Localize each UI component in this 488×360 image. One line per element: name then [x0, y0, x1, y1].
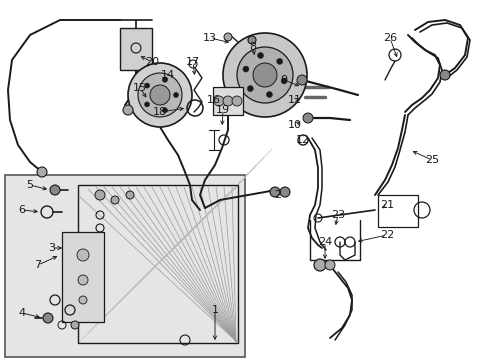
Bar [213, 87, 243, 115]
Circle shape [257, 53, 263, 58]
Text: 16: 16 [206, 95, 221, 105]
Text: 12: 12 [295, 135, 309, 145]
Circle shape [126, 191, 134, 199]
Circle shape [266, 91, 272, 98]
Circle shape [123, 105, 133, 115]
Circle shape [252, 63, 276, 87]
Circle shape [50, 185, 60, 195]
Circle shape [43, 313, 53, 323]
Bar [78, 185, 238, 343]
Text: 15: 15 [133, 83, 147, 93]
Text: 26: 26 [382, 33, 396, 43]
Circle shape [95, 190, 105, 200]
Circle shape [144, 102, 149, 107]
Text: 5: 5 [26, 180, 34, 190]
Circle shape [280, 187, 289, 197]
Text: 11: 11 [287, 95, 302, 105]
Circle shape [224, 33, 231, 41]
Circle shape [223, 96, 232, 106]
Text: 18: 18 [153, 107, 167, 117]
Text: 24: 24 [317, 237, 331, 247]
Circle shape [276, 58, 282, 64]
Circle shape [162, 77, 167, 82]
Circle shape [303, 113, 312, 123]
Circle shape [325, 260, 334, 270]
Text: 17: 17 [185, 57, 200, 67]
Text: 9: 9 [280, 75, 287, 85]
Circle shape [439, 70, 449, 80]
Circle shape [247, 36, 256, 44]
Text: 3: 3 [48, 243, 55, 253]
Circle shape [79, 296, 87, 304]
Text: 13: 13 [203, 33, 217, 43]
Text: 21: 21 [379, 200, 393, 210]
Circle shape [296, 75, 306, 85]
Circle shape [78, 275, 88, 285]
Text: 1: 1 [211, 305, 218, 315]
Bar [120, 28, 152, 70]
Text: 23: 23 [330, 210, 345, 220]
Bar [5, 175, 244, 357]
Circle shape [223, 33, 306, 117]
Text: 19: 19 [216, 105, 229, 115]
Circle shape [313, 259, 325, 271]
Circle shape [138, 73, 182, 117]
Circle shape [144, 83, 149, 88]
Circle shape [128, 63, 192, 127]
Circle shape [269, 187, 280, 197]
Circle shape [281, 78, 286, 84]
Bar [62, 232, 104, 322]
Circle shape [243, 66, 248, 72]
Text: 8: 8 [249, 42, 256, 52]
Text: 14: 14 [161, 70, 175, 80]
Bar [377, 195, 417, 227]
Circle shape [162, 108, 167, 113]
Text: 4: 4 [19, 308, 25, 318]
Text: 10: 10 [287, 120, 302, 130]
Text: 20: 20 [144, 57, 159, 67]
Circle shape [173, 93, 178, 98]
Circle shape [150, 85, 170, 105]
Text: 22: 22 [379, 230, 393, 240]
Text: 25: 25 [424, 155, 438, 165]
Circle shape [237, 47, 292, 103]
Circle shape [214, 96, 224, 106]
Text: 7: 7 [34, 260, 41, 270]
Circle shape [247, 86, 253, 91]
Text: 6: 6 [19, 205, 25, 215]
Circle shape [77, 249, 89, 261]
Circle shape [111, 196, 119, 204]
Circle shape [231, 96, 242, 106]
Text: 2: 2 [274, 190, 281, 200]
Circle shape [71, 321, 79, 329]
Circle shape [37, 167, 47, 177]
